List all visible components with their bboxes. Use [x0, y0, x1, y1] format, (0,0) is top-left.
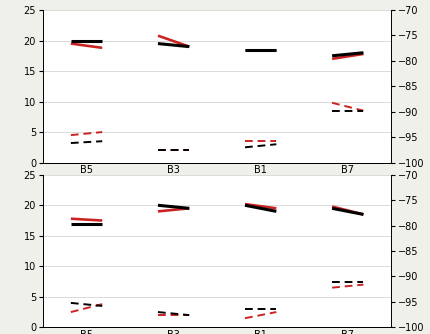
Legend: OTA TRP, ETRI TRP, OTA TIS, ETRI TIS: OTA TRP, ETRI TRP, OTA TIS, ETRI TIS [95, 200, 339, 216]
